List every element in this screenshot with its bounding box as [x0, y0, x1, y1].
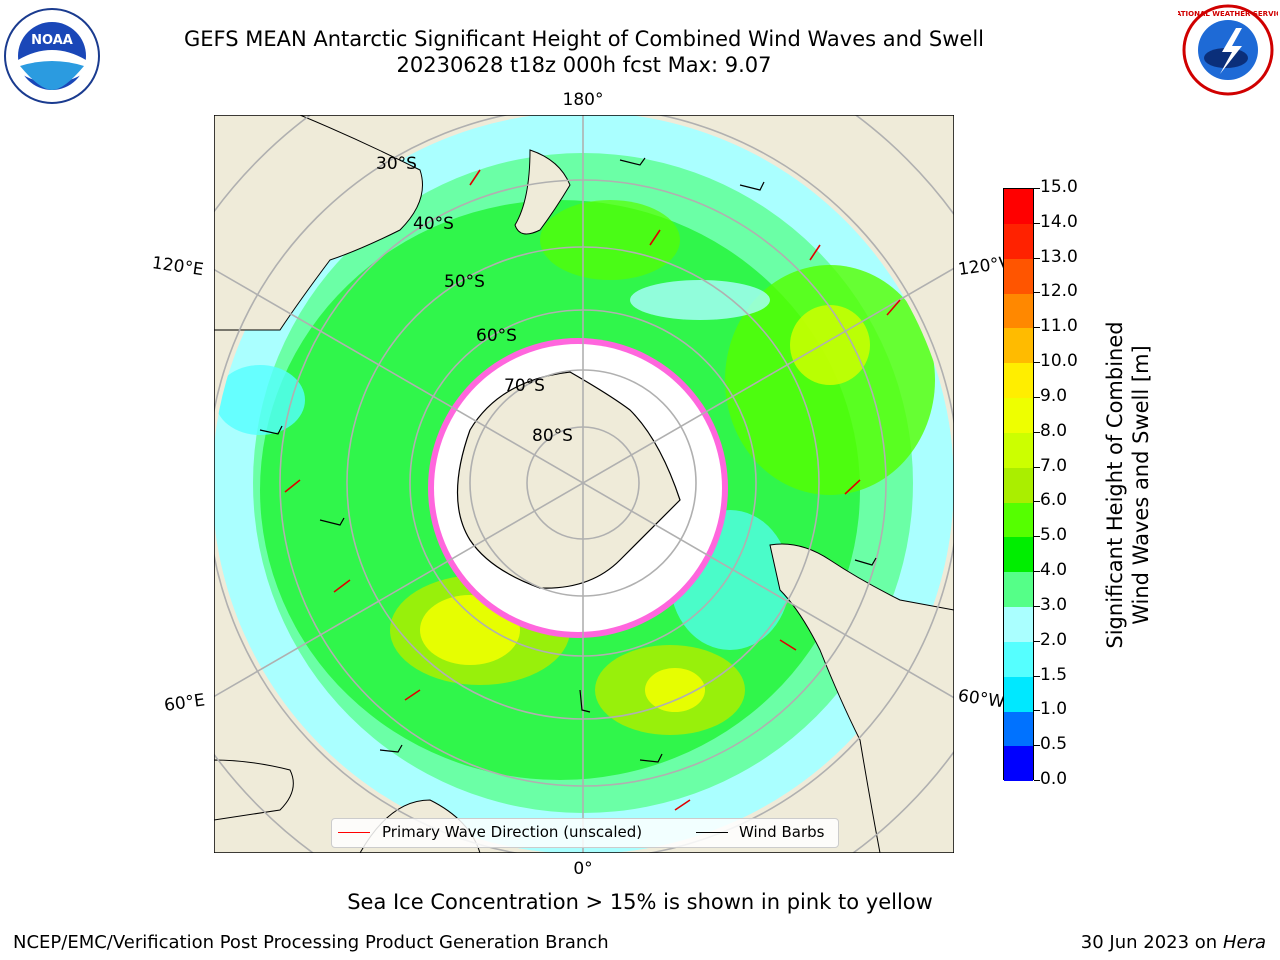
- colorbar-tick-mark: [1034, 466, 1040, 468]
- colorbar-tick-label: 14.0: [1040, 211, 1078, 232]
- lon-label-180: 180°: [563, 90, 604, 110]
- colorbar-tick-label: 8.0: [1040, 420, 1068, 441]
- colorbar-segment: [1004, 746, 1033, 782]
- south-america-landmass: [769, 543, 954, 853]
- colorbar-segment: [1004, 397, 1033, 433]
- lat-label-30s: 30°S: [376, 154, 417, 174]
- colorbar-tick-mark: [1034, 710, 1040, 712]
- colorbar-tick-mark: [1034, 222, 1040, 224]
- antarctica-landmass: [457, 371, 681, 589]
- nws-logo-icon: NATIONAL WEATHER SERVICE: [1178, 4, 1278, 96]
- wave-direction-arrows: [284, 169, 901, 811]
- colorbar-tick-label: 15.0: [1040, 177, 1078, 197]
- colorbar-segment: [1004, 467, 1033, 503]
- colorbar-tick-label: 4.0: [1040, 560, 1068, 581]
- legend-label-wind-barbs: Wind Barbs: [739, 823, 825, 841]
- wind-barbs: [259, 157, 877, 763]
- colorbar-tick-mark: [1034, 745, 1040, 747]
- noaa-logo-icon: NOAA: [4, 8, 100, 104]
- colorbar-tick-label: 2.0: [1040, 629, 1068, 650]
- colorbar-segment: [1004, 432, 1033, 468]
- colorbar-segment: [1004, 711, 1033, 747]
- map-legend: Primary Wave Direction (unscaled) Wind B…: [331, 818, 839, 848]
- colorbar-segment: [1004, 363, 1033, 399]
- colorbar-tick-mark: [1034, 780, 1040, 781]
- colorbar-tick-mark: [1034, 536, 1040, 538]
- madagascar-landmass: [214, 759, 294, 821]
- colorbar-segment: [1004, 258, 1033, 294]
- colorbar-tick-mark: [1034, 675, 1040, 677]
- date-text: 30 Jun 2023 on: [1080, 932, 1218, 953]
- colorbar-segment: [1004, 641, 1033, 677]
- new-zealand-landmass: [514, 149, 571, 235]
- lat-label-60s: 60°S: [476, 326, 517, 346]
- colorbar: [1003, 188, 1034, 782]
- colorbar-tick-mark: [1034, 292, 1040, 294]
- nws-logo-text: NATIONAL WEATHER SERVICE: [1178, 10, 1278, 18]
- colorbar-segment: [1004, 293, 1033, 329]
- lon-label-0: 0°: [573, 859, 592, 879]
- legend-swatch-wind-barbs: [696, 832, 728, 833]
- colorbar-tick-mark: [1034, 362, 1040, 364]
- platform-name: Hera: [1222, 932, 1266, 953]
- colorbar-tick-label: 3.0: [1040, 594, 1068, 615]
- colorbar-tick-label: 1.0: [1040, 699, 1068, 720]
- colorbar-segment: [1004, 537, 1033, 573]
- colorbar-tick-mark: [1034, 431, 1040, 433]
- colorbar-segment: [1004, 502, 1033, 538]
- colorbar-tick-label: 6.0: [1040, 490, 1068, 511]
- colorbar-tick-mark: [1034, 605, 1040, 607]
- colorbar-tick-mark: [1034, 327, 1040, 329]
- graticule: [214, 115, 954, 853]
- chart-title: GEFS MEAN Antarctic Significant Height o…: [183, 27, 985, 51]
- date-stamp: 30 Jun 2023 on Hera: [1081, 932, 1266, 953]
- colorbar-tick-mark: [1034, 257, 1040, 259]
- colorbar-segment: [1004, 328, 1033, 364]
- colorbar-tick-label: 11.0: [1040, 316, 1078, 337]
- colorbar-segment: [1004, 606, 1033, 642]
- colorbar-tick-mark: [1034, 501, 1040, 503]
- legend-label-wave-direction: Primary Wave Direction (unscaled): [382, 823, 643, 841]
- colorbar-label-line2: Wind Waves and Swell [m]: [1129, 345, 1153, 625]
- sea-ice-note: Sea Ice Concentration > 15% is shown in …: [347, 890, 933, 914]
- lat-label-70s: 70°S: [504, 376, 545, 396]
- colorbar-tick-label: 7.0: [1040, 455, 1068, 476]
- colorbar-segment: [1004, 189, 1033, 224]
- colorbar-tick-label: 10.0: [1040, 351, 1078, 372]
- colorbar-tick-label: 1.5: [1040, 664, 1068, 685]
- lon-label-60w: 60°W: [957, 686, 1006, 712]
- colorbar-tick-label: 0.0: [1040, 769, 1068, 789]
- lon-label-120e: 120°E: [151, 253, 205, 280]
- colorbar-segment: [1004, 676, 1033, 712]
- colorbar-tick-label: 13.0: [1040, 246, 1078, 267]
- lat-label-40s: 40°S: [413, 214, 454, 234]
- colorbar-tick-mark: [1034, 571, 1040, 573]
- colorbar-tick-label: 9.0: [1040, 385, 1068, 406]
- credit-text: NCEP/EMC/Verification Post Processing Pr…: [13, 932, 609, 953]
- colorbar-label-line1: Significant Height of Combined: [1103, 321, 1127, 649]
- colorbar-tick-label: 5.0: [1040, 525, 1068, 546]
- colorbar-tick-label: 0.5: [1040, 734, 1068, 755]
- noaa-logo-text: NOAA: [31, 33, 73, 48]
- colorbar-segment: [1004, 572, 1033, 608]
- lat-label-80s: 80°S: [532, 426, 573, 446]
- colorbar-label: Significant Height of Combined Wind Wave…: [1102, 275, 1154, 695]
- chart-subtitle: 20230628 t18z 000h fcst Max: 9.07: [396, 53, 772, 77]
- lat-label-50s: 50°S: [444, 272, 485, 292]
- colorbar-tick-mark: [1034, 188, 1040, 189]
- colorbar-tick-mark: [1034, 640, 1040, 642]
- colorbar-segment: [1004, 223, 1033, 259]
- legend-swatch-wave-direction: [338, 832, 370, 833]
- colorbar-tick-label: 12.0: [1040, 281, 1078, 302]
- lon-label-60e: 60°E: [163, 690, 206, 715]
- colorbar-tick-mark: [1034, 396, 1040, 398]
